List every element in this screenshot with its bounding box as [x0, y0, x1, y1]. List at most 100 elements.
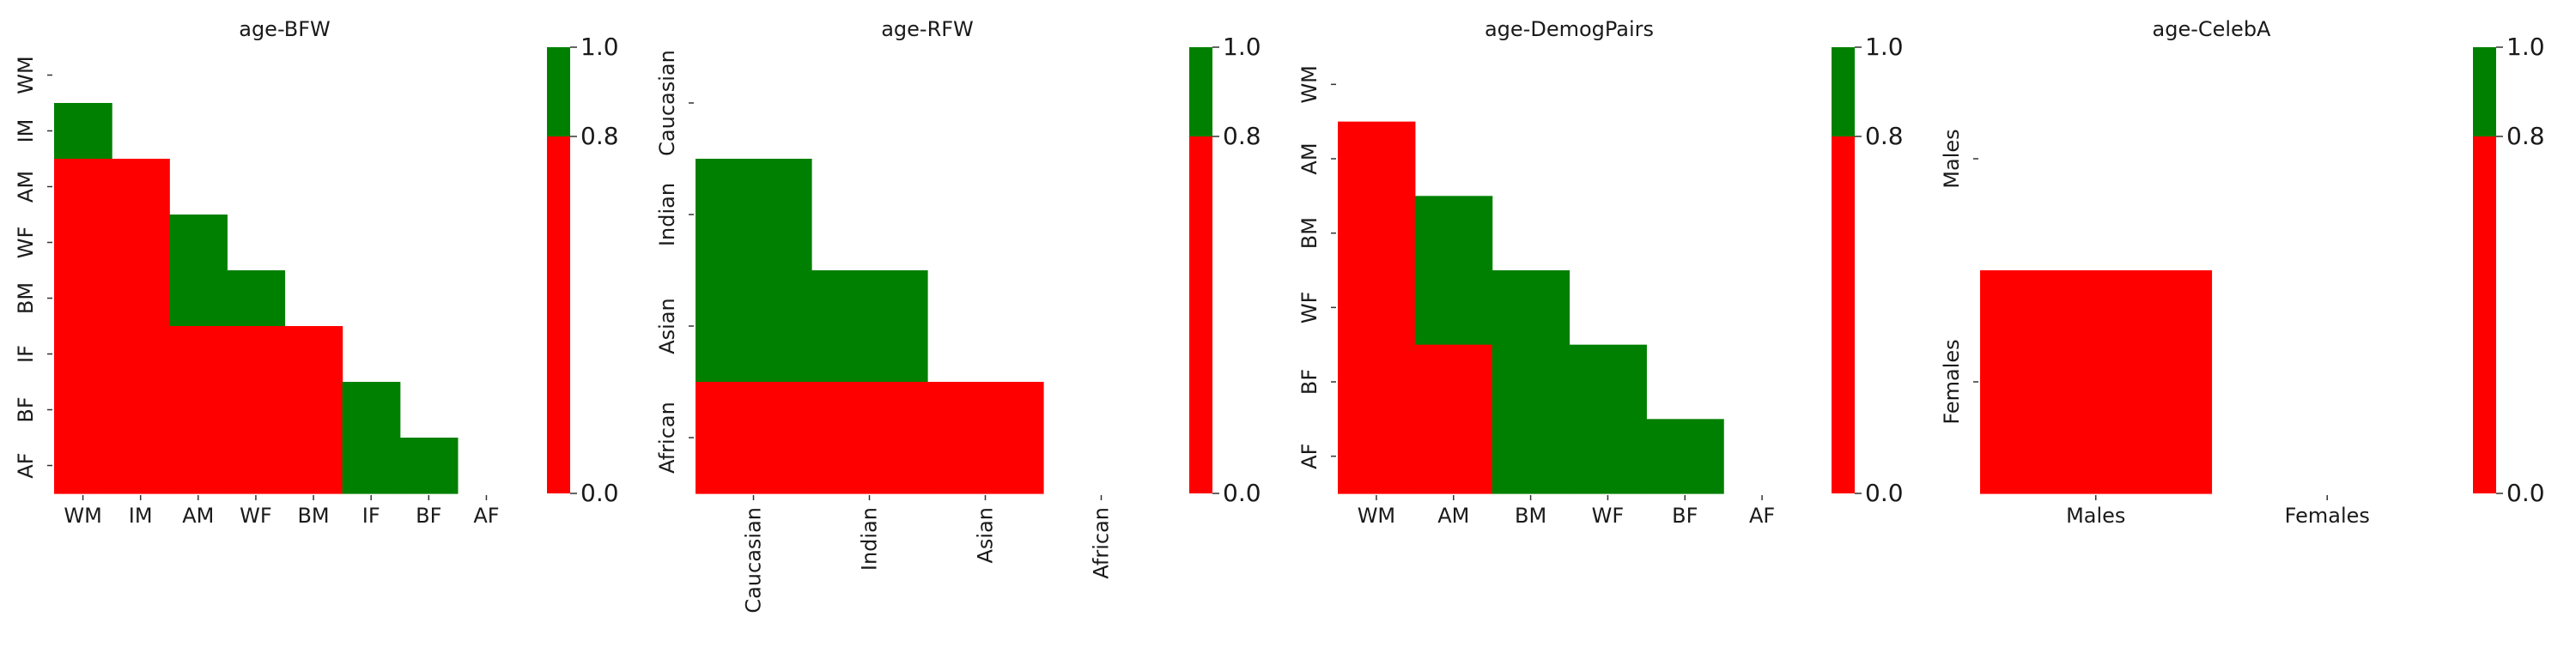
- colorbar-high-bfw: [547, 47, 570, 136]
- y-tick-label-bfw-4: BM: [14, 282, 38, 314]
- heatmap-cell-demogpairs-r2-c0: [1338, 196, 1416, 271]
- x-tick-label-demogpairs-2: BM: [1515, 504, 1546, 528]
- x-tick-label-bfw-1: IM: [129, 504, 153, 528]
- chart-title-celeba: age-CelebA: [2153, 17, 2272, 41]
- colorbar-low-rfw: [1189, 136, 1212, 493]
- heatmap-cell-bfw-r7-c3: [227, 438, 286, 494]
- heatmap-cell-bfw-r5-c1: [112, 326, 170, 383]
- heatmap-cell-bfw-r4-c3: [227, 270, 286, 327]
- heatmap-cell-celeba-r1-c0: [1980, 270, 2213, 494]
- colorbar-tick-label-demogpairs-0: 1.0: [1865, 33, 1904, 61]
- heatmap-cell-demogpairs-r5-c1: [1414, 419, 1493, 494]
- heatmap-cell-bfw-r5-c4: [284, 326, 343, 383]
- y-tick-label-celeba-1: Females: [1940, 339, 1964, 424]
- heatmap-cell-rfw-r2-c0: [696, 270, 812, 383]
- colorbar-low-celeba: [2473, 136, 2496, 493]
- y-tick-label-bfw-3: WF: [14, 227, 38, 259]
- x-tick-label-demogpairs-5: AF: [1749, 504, 1775, 528]
- y-tick-label-rfw-3: African: [655, 402, 679, 474]
- colorbar-tick-label-celeba-0: 1.0: [2506, 33, 2545, 61]
- x-tick-label-demogpairs-3: WF: [1592, 504, 1625, 528]
- heatmap-cell-bfw-r6-c3: [227, 382, 286, 438]
- heatmap-cell-demogpairs-r5-c0: [1338, 419, 1416, 494]
- colorbar-tick-label-demogpairs-1: 0.8: [1865, 122, 1904, 150]
- y-tick-label-demogpairs-3: WF: [1297, 292, 1321, 324]
- colorbar-tick-label-rfw-1: 0.8: [1223, 122, 1261, 150]
- chart-title-demogpairs: age-DemogPairs: [1485, 17, 1654, 41]
- x-tick-label-bfw-5: IF: [362, 504, 380, 528]
- y-tick-label-demogpairs-4: BF: [1297, 369, 1321, 395]
- heatmap-cell-bfw-r5-c0: [54, 326, 112, 383]
- heatmap-cell-bfw-r2-c0: [54, 159, 112, 215]
- heatmap-cell-bfw-r6-c1: [112, 382, 170, 438]
- x-tick-label-rfw-1: Indian: [858, 507, 882, 571]
- colorbar-tick-label-celeba-2: 0.0: [2506, 479, 2545, 507]
- y-tick-label-demogpairs-1: AM: [1297, 142, 1321, 174]
- colorbar-tick-label-bfw-1: 0.8: [580, 122, 619, 150]
- heatmap-cell-bfw-r5-c2: [169, 326, 228, 383]
- heatmap-cell-bfw-r3-c2: [169, 215, 228, 271]
- colorbar-high-demogpairs: [1832, 47, 1855, 136]
- x-tick-label-bfw-7: AF: [473, 504, 499, 528]
- y-tick-label-bfw-5: IF: [14, 345, 38, 363]
- heatmap-cell-rfw-r3-c0: [696, 382, 812, 494]
- colorbar-tick-label-bfw-0: 1.0: [580, 33, 619, 61]
- x-tick-label-demogpairs-4: BF: [1672, 504, 1698, 528]
- y-tick-label-rfw-0: Caucasian: [655, 50, 679, 156]
- heatmap-cell-demogpairs-r4-c1: [1414, 344, 1493, 420]
- heatmap-cell-bfw-r7-c4: [284, 438, 343, 494]
- x-tick-label-bfw-0: WM: [64, 504, 101, 528]
- heatmap-cell-bfw-r6-c2: [169, 382, 228, 438]
- chart-title-rfw: age-RFW: [881, 17, 974, 41]
- heatmap-cell-bfw-r7-c2: [169, 438, 228, 494]
- x-tick-label-rfw-2: Asian: [974, 507, 998, 564]
- y-tick-label-bfw-0: WM: [14, 56, 38, 94]
- heatmap-cell-bfw-r3-c0: [54, 215, 112, 271]
- heatmap-cell-demogpairs-r5-c2: [1492, 419, 1571, 494]
- chart-title-bfw: age-BFW: [239, 17, 331, 41]
- x-tick-label-bfw-4: BM: [297, 504, 329, 528]
- y-tick-label-bfw-7: AF: [14, 452, 38, 478]
- heatmap-cell-demogpairs-r3-c2: [1492, 270, 1571, 346]
- heatmap-cell-bfw-r6-c5: [342, 382, 401, 438]
- colorbar-high-celeba: [2473, 47, 2496, 136]
- x-tick-label-rfw-3: African: [1090, 507, 1114, 579]
- x-tick-label-celeba-0: Males: [2066, 504, 2125, 528]
- colorbar-tick-label-rfw-2: 0.0: [1223, 479, 1261, 507]
- colorbar-low-demogpairs: [1832, 136, 1855, 493]
- heatmap-cell-bfw-r3-c1: [112, 215, 170, 271]
- y-tick-label-celeba-0: Males: [1940, 129, 1964, 188]
- x-tick-label-bfw-3: WF: [240, 504, 272, 528]
- y-tick-label-bfw-2: AM: [14, 171, 38, 203]
- heatmap-cell-demogpairs-r2-c1: [1414, 196, 1493, 271]
- colorbar-tick-label-demogpairs-2: 0.0: [1865, 479, 1904, 507]
- heatmap-cell-rfw-r2-c1: [811, 270, 928, 383]
- y-tick-label-bfw-6: BF: [14, 396, 38, 422]
- heatmap-cell-demogpairs-r5-c3: [1569, 419, 1647, 494]
- x-tick-label-demogpairs-1: AM: [1437, 504, 1469, 528]
- heatmap-cell-demogpairs-r4-c0: [1338, 344, 1416, 420]
- x-tick-label-bfw-2: AM: [182, 504, 214, 528]
- y-tick-label-demogpairs-2: BM: [1297, 217, 1321, 249]
- heatmap-cell-demogpairs-r3-c1: [1414, 270, 1493, 346]
- heatmap-cell-demogpairs-r4-c3: [1569, 344, 1647, 420]
- heatmap-cell-bfw-r2-c1: [112, 159, 170, 215]
- heatmap-cell-bfw-r7-c6: [399, 438, 459, 494]
- heatmap-cell-bfw-r5-c3: [227, 326, 286, 383]
- colorbar-tick-label-celeba-1: 0.8: [2506, 122, 2545, 150]
- colorbar-low-bfw: [547, 136, 570, 493]
- heatmap-cell-rfw-r3-c1: [811, 382, 928, 494]
- y-tick-label-rfw-2: Asian: [655, 298, 679, 354]
- y-tick-label-bfw-1: IM: [14, 119, 38, 143]
- x-tick-label-rfw-0: Caucasian: [742, 507, 766, 614]
- y-tick-label-demogpairs-0: WM: [1297, 65, 1321, 103]
- heatmap-cell-bfw-r7-c5: [342, 438, 401, 494]
- heatmap-cell-rfw-r1-c0: [696, 159, 812, 271]
- heatmap-cell-bfw-r4-c0: [54, 270, 112, 327]
- x-tick-label-bfw-6: BF: [416, 504, 441, 528]
- heatmap-cell-rfw-r3-c2: [927, 382, 1044, 494]
- heatmap-cell-demogpairs-r3-c0: [1338, 270, 1416, 346]
- y-tick-label-rfw-1: Indian: [655, 183, 679, 246]
